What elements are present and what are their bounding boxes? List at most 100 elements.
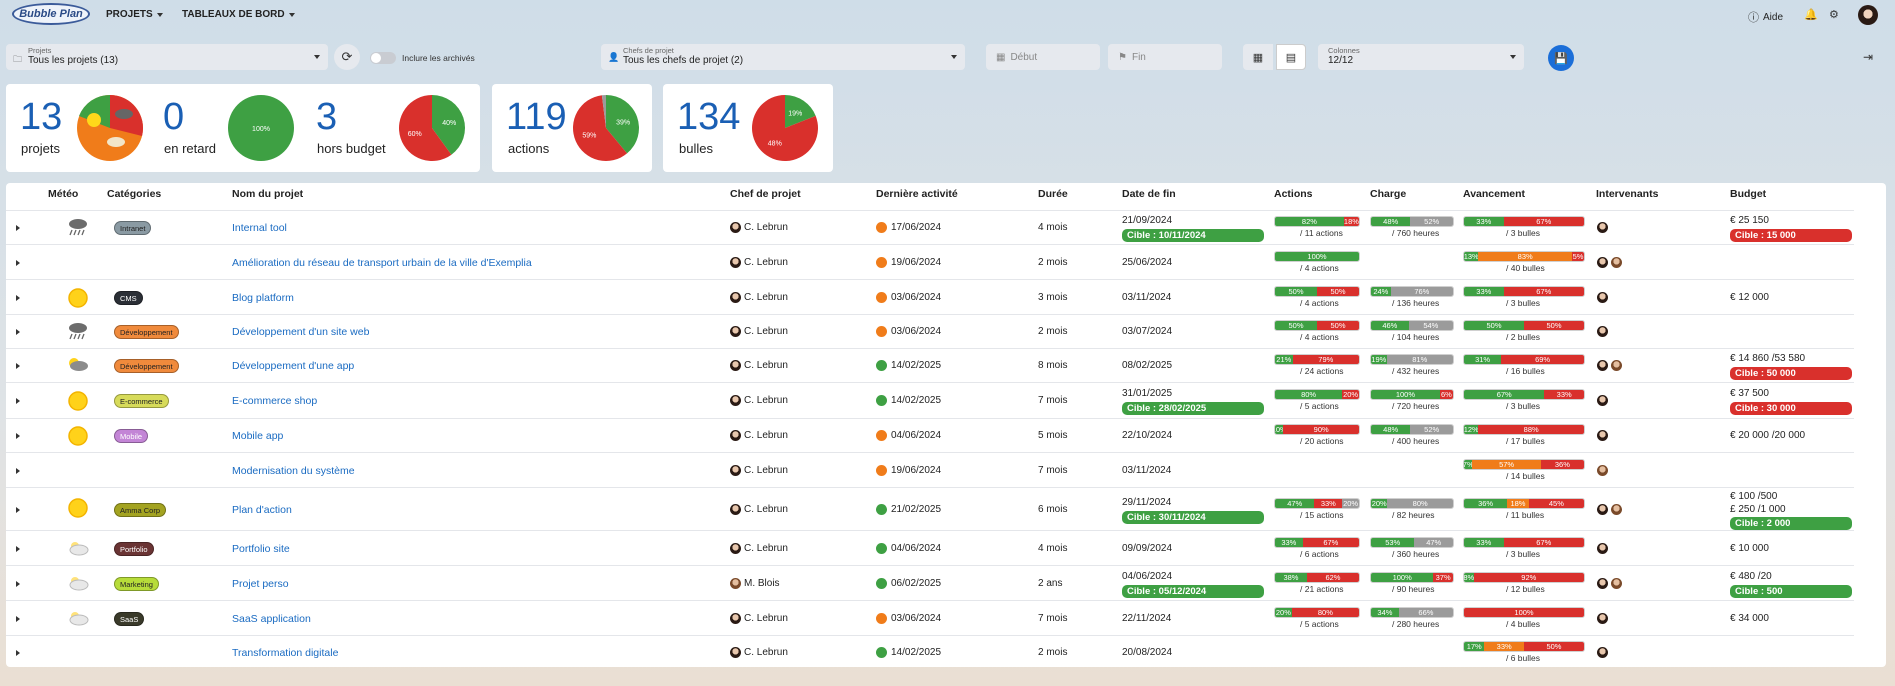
intervenant-avatar[interactable] (1597, 395, 1608, 406)
menu-tableaux[interactable]: TABLEAUX DE BORD (182, 9, 295, 20)
table-row[interactable]: SaaS SaaS application C. Lebrun 03/06/2024 7… (6, 600, 1854, 635)
project-name-link[interactable]: Portfolio site (232, 542, 290, 555)
column-header-4[interactable]: Dernière activité (876, 188, 958, 200)
table-row[interactable]: Développement Développement d'une app C. L… (6, 348, 1854, 382)
table-row[interactable]: Amma Corp Plan d'action C. Lebrun 21/02/202… (6, 487, 1854, 530)
expand-arrow-icon[interactable] (16, 615, 20, 622)
intervenant-avatar[interactable] (1597, 430, 1608, 441)
expand-arrow-icon[interactable] (16, 545, 20, 552)
table-row[interactable]: Marketing Projet perso M. Blois 06/02/2025 2… (6, 565, 1854, 600)
column-header-5[interactable]: Durée (1038, 188, 1068, 200)
actions-label: actions (508, 141, 550, 156)
intervenant-avatar[interactable] (1597, 464, 1608, 476)
column-header-0[interactable]: Météo (48, 188, 79, 200)
expand-arrow-icon[interactable] (16, 398, 20, 404)
chef-de-projet: C. Lebrun (730, 464, 788, 476)
expand-arrow-icon[interactable] (16, 363, 20, 369)
table-row[interactable]: Développement Développement d'un site web… (6, 314, 1854, 348)
date-fin: 09/09/2024 (1122, 542, 1173, 554)
progress-bar: 46% 54% (1370, 320, 1454, 331)
app-logo[interactable]: Bubble Plan (12, 3, 90, 25)
chef-avatar (730, 542, 741, 554)
table-row[interactable]: Mobile Mobile app C. Lebrun 04/06/2024 5 moi… (6, 418, 1854, 452)
column-header-6[interactable]: Date de fin (1122, 188, 1176, 200)
intervenant-avatar[interactable] (1597, 612, 1608, 624)
progress-bar: 24% 76% (1370, 285, 1454, 297)
menu-projets[interactable]: PROJETS (106, 9, 163, 20)
projets-select[interactable]: 🗀 Projets Tous les projets (13) (6, 44, 328, 70)
expand-arrow-icon[interactable] (16, 294, 20, 301)
table-row[interactable]: Modernisation du système C. Lebrun 19/06/2… (6, 452, 1854, 487)
expand-arrow-icon[interactable] (16, 580, 20, 587)
intervenant-avatar[interactable] (1597, 360, 1608, 371)
intervenant-avatar[interactable] (1597, 291, 1608, 303)
progress-segment: 47% (1414, 537, 1453, 547)
table-row[interactable]: Transformation digitale C. Lebrun 14/02/20… (6, 635, 1854, 669)
intervenant-avatar[interactable] (1611, 503, 1622, 515)
bell-icon[interactable]: 🔔 (1804, 9, 1818, 21)
colonnes-label: Colonnes (1328, 46, 1360, 55)
expand-arrow-icon[interactable] (16, 506, 20, 513)
progress-segment: 82% (1275, 217, 1344, 226)
intervenant-avatar[interactable] (1611, 256, 1622, 268)
charge-hours: / 82 heures (1392, 509, 1435, 520)
table-row[interactable]: Amélioration du réseau de transport urba… (6, 244, 1854, 279)
intervenant-avatar[interactable] (1597, 503, 1608, 515)
user-avatar[interactable] (1858, 5, 1878, 25)
gear-icon[interactable]: ⚙ (1829, 9, 1839, 21)
column-header-8[interactable]: Charge (1370, 188, 1407, 200)
table-row[interactable]: E-commerce E-commerce shop C. Lebrun 14/02/… (6, 382, 1854, 418)
intervenant-avatar[interactable] (1597, 647, 1608, 658)
project-name-link[interactable]: Mobile app (232, 430, 284, 442)
column-header-10[interactable]: Intervenants (1596, 188, 1659, 200)
project-name-link[interactable]: Plan d'action (232, 503, 292, 516)
project-name-link[interactable]: Développement d'un site web (232, 326, 370, 338)
help-button[interactable]: ⓘ Aide (1748, 9, 1783, 25)
project-name-link[interactable]: Amélioration du réseau de transport urba… (232, 256, 532, 269)
table-row[interactable]: Portfolio Portfolio site C. Lebrun 04/06/20… (6, 530, 1854, 565)
expand-arrow-icon[interactable] (16, 467, 20, 474)
project-name-link[interactable]: Modernisation du système (232, 464, 355, 477)
intervenant-avatar[interactable] (1597, 326, 1608, 337)
debut-date-input[interactable]: ▦ Début (986, 44, 1100, 70)
column-header-2[interactable]: Nom du projet (232, 188, 304, 200)
expand-arrow-icon[interactable] (16, 650, 20, 656)
expand-arrow-icon[interactable] (16, 433, 20, 439)
intervenant-avatar[interactable] (1597, 542, 1608, 554)
intervenants (1597, 542, 1611, 554)
project-name-link[interactable]: Blog platform (232, 291, 294, 304)
archives-toggle[interactable] (370, 52, 396, 64)
expand-arrow-icon[interactable] (16, 329, 20, 335)
intervenant-avatar[interactable] (1611, 360, 1622, 371)
project-name-link[interactable]: SaaS application (232, 612, 311, 625)
column-header-3[interactable]: Chef de projet (730, 188, 801, 200)
column-header-11[interactable]: Budget (1730, 188, 1767, 200)
refresh-icon: ⟳ (341, 49, 353, 64)
project-name-link[interactable]: Internal tool (232, 222, 287, 234)
project-name-link[interactable]: Projet perso (232, 577, 289, 590)
intervenants (1597, 360, 1625, 371)
save-button[interactable]: 💾 (1548, 45, 1574, 71)
expand-arrow-icon[interactable] (16, 259, 20, 266)
fin-date-input[interactable]: ⚑ Fin (1108, 44, 1222, 70)
colonnes-select[interactable]: Colonnes 12/12 (1318, 44, 1524, 70)
project-name-link[interactable]: Développement d'une app (232, 360, 355, 372)
export-button[interactable]: ⇥ (1863, 50, 1873, 64)
column-header-7[interactable]: Actions (1274, 188, 1313, 200)
column-header-1[interactable]: Catégories (107, 188, 162, 200)
refresh-button[interactable]: ⟳ (334, 44, 360, 70)
project-name-link[interactable]: Transformation digitale (232, 647, 339, 659)
intervenant-avatar[interactable] (1597, 577, 1608, 589)
expand-arrow-icon[interactable] (16, 225, 20, 231)
project-name-link[interactable]: E-commerce shop (232, 395, 318, 407)
table-row[interactable]: CMS Blog platform C. Lebrun 03/06/2024 3 moi… (6, 279, 1854, 314)
person-icon: 👤 (608, 52, 620, 62)
intervenant-avatar[interactable] (1611, 577, 1622, 589)
chefs-select[interactable]: 👤 Chefs de projet Tous les chefs de proj… (601, 44, 965, 70)
intervenant-avatar[interactable] (1597, 256, 1608, 268)
list-view-button[interactable]: ▤ (1276, 44, 1306, 70)
intervenant-avatar[interactable] (1597, 222, 1608, 233)
table-row[interactable]: Intranet Internal tool C. Lebrun 17/06/2024… (6, 210, 1854, 244)
grid-view-button[interactable]: ▦ (1243, 44, 1273, 70)
column-header-9[interactable]: Avancement (1463, 188, 1526, 200)
